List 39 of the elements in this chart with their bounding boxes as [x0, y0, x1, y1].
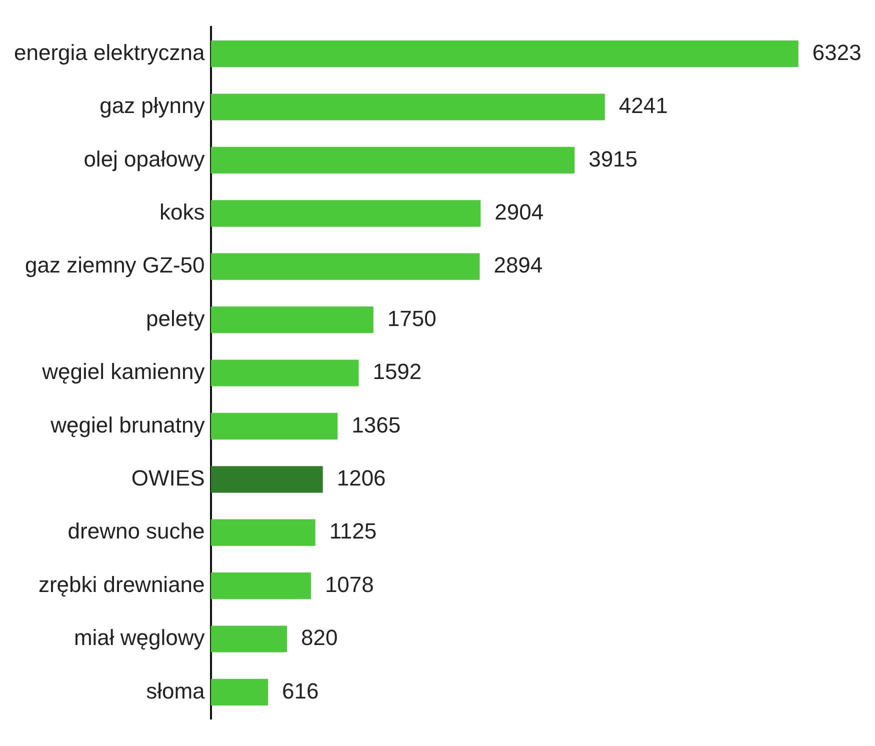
bar	[210, 94, 605, 120]
data-label: 6323	[812, 40, 862, 65]
y-tick-label: węgiel kamienny	[41, 359, 205, 384]
y-tick-label: pelety	[146, 306, 205, 331]
data-label: 820	[300, 625, 338, 650]
y-tick-label: gaz płynny	[100, 93, 205, 118]
bar	[210, 40, 798, 68]
y-tick-label: słoma	[146, 678, 206, 704]
bar	[210, 626, 287, 652]
data-label: 2904	[494, 199, 544, 224]
data-label: 1750	[387, 306, 436, 331]
data-label: 1206	[336, 465, 386, 490]
bar	[210, 200, 481, 227]
y-tick-label: drewno suche	[68, 518, 205, 544]
bar	[210, 572, 311, 600]
bar	[210, 360, 359, 386]
y-tick-label: gaz ziemny GZ-50	[25, 252, 205, 278]
bar	[210, 466, 323, 493]
y-tick-label: koks	[160, 199, 205, 224]
y-tick-label: miał węglowy	[74, 625, 205, 650]
bar	[210, 678, 268, 706]
bar	[210, 253, 480, 280]
y-tick-label: OWIES	[131, 465, 205, 490]
data-label: 1365	[352, 412, 401, 438]
bar	[210, 146, 575, 174]
data-label: 616	[282, 678, 319, 704]
data-label: 1592	[372, 359, 422, 384]
data-label: 2894	[494, 252, 543, 278]
data-label: 4241	[618, 93, 668, 118]
data-label: 1078	[324, 572, 374, 597]
y-tick-label: zrębki drewniane	[38, 572, 205, 597]
data-label: 1125	[329, 518, 377, 544]
bar	[210, 306, 374, 334]
bar	[210, 412, 338, 440]
y-tick-label: węgiel brunatny	[50, 412, 205, 438]
y-tick-label: energia elektryczna	[14, 40, 206, 65]
bar	[210, 519, 316, 546]
data-label: 3915	[588, 146, 638, 172]
y-tick-label: olej opałowy	[84, 146, 205, 172]
